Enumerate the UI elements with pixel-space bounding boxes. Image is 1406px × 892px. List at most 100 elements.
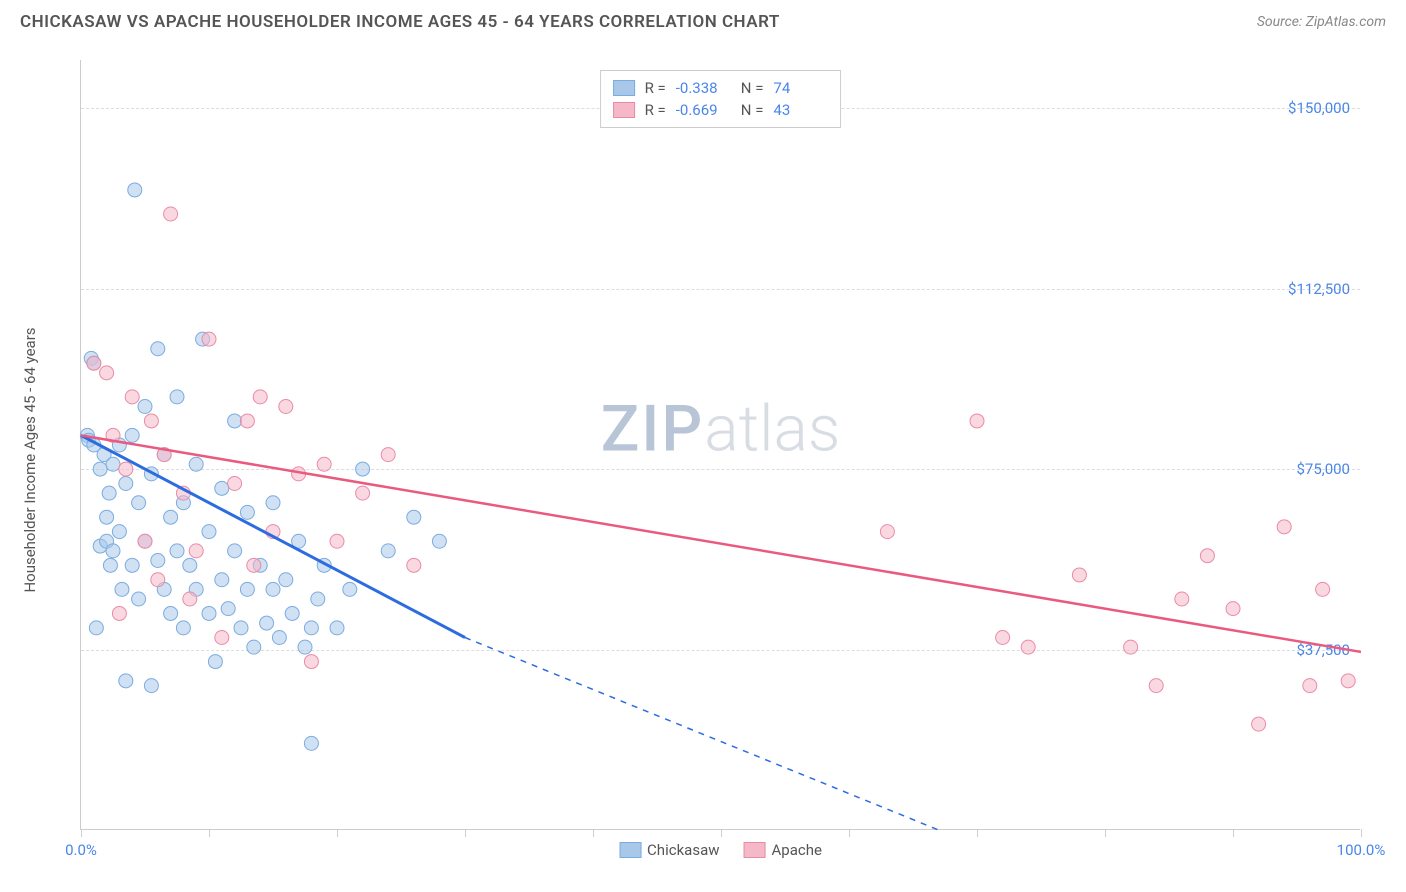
scatter-point xyxy=(407,558,421,572)
scatter-point xyxy=(330,534,344,548)
legend-swatch xyxy=(619,842,641,858)
scatter-point xyxy=(125,390,139,404)
stats-row: R = -0.669N = 43 xyxy=(613,99,829,121)
scatter-point xyxy=(356,462,370,476)
legend-item: Chickasaw xyxy=(619,841,719,859)
stat-n-value: 43 xyxy=(773,101,828,119)
scatter-point xyxy=(272,631,286,645)
scatter-point xyxy=(128,183,142,197)
scatter-point xyxy=(221,602,235,616)
scatter-point xyxy=(100,510,114,524)
x-tick-label: 100.0% xyxy=(1337,841,1386,859)
scatter-point xyxy=(144,414,158,428)
scatter-point xyxy=(170,390,184,404)
scatter-point xyxy=(880,525,894,539)
source-label: Source: ZipAtlas.com xyxy=(1257,14,1386,30)
x-tick xyxy=(81,829,82,837)
scatter-point xyxy=(381,448,395,462)
scatter-point xyxy=(138,534,152,548)
x-tick xyxy=(593,829,594,837)
scatter-point xyxy=(202,525,216,539)
scatter-point xyxy=(228,544,242,558)
scatter-point xyxy=(298,640,312,654)
scatter-point xyxy=(164,510,178,524)
chart-title: CHICKASAW VS APACHE HOUSEHOLDER INCOME A… xyxy=(20,12,780,32)
scatter-point xyxy=(228,477,242,491)
scatter-point xyxy=(144,679,158,693)
scatter-point xyxy=(343,582,357,596)
legend-swatch xyxy=(613,102,635,118)
scatter-point xyxy=(112,525,126,539)
scatter-point xyxy=(125,558,139,572)
legend-label: Chickasaw xyxy=(647,841,719,859)
scatter-point xyxy=(228,414,242,428)
scatter-point xyxy=(189,544,203,558)
scatter-point xyxy=(151,573,165,587)
scatter-point xyxy=(93,462,107,476)
scatter-point xyxy=(1316,582,1330,596)
scatter-point xyxy=(317,457,331,471)
scatter-point xyxy=(304,621,318,635)
scatter-point xyxy=(1252,717,1266,731)
scatter-point xyxy=(260,616,274,630)
scatter-point xyxy=(1175,592,1189,606)
scatter-point xyxy=(176,621,190,635)
x-tick xyxy=(209,829,210,837)
scatter-point xyxy=(202,332,216,346)
scatter-point xyxy=(279,573,293,587)
scatter-point xyxy=(1226,602,1240,616)
scatter-point xyxy=(1021,640,1035,654)
scatter-point xyxy=(119,477,133,491)
scatter-point xyxy=(1303,679,1317,693)
plot-area: ZIPatlas $37,500$75,000$112,500$150,000 … xyxy=(80,60,1360,830)
scatter-point xyxy=(138,400,152,414)
scatter-point xyxy=(996,631,1010,645)
scatter-point xyxy=(132,496,146,510)
scatter-point xyxy=(102,486,116,500)
scatter-point xyxy=(247,558,261,572)
stat-r-label: R = xyxy=(645,101,666,119)
scatter-point xyxy=(1341,674,1355,688)
stat-n-label: N = xyxy=(741,79,764,97)
stat-r-label: R = xyxy=(645,79,666,97)
scatter-point xyxy=(240,414,254,428)
scatter-point xyxy=(234,621,248,635)
y-axis-label: Householder Income Ages 45 - 64 years xyxy=(21,327,39,592)
stat-n-label: N = xyxy=(741,101,764,119)
scatter-point xyxy=(215,573,229,587)
scatter-point xyxy=(356,486,370,500)
x-tick xyxy=(721,829,722,837)
trend-line-dashed xyxy=(465,638,939,831)
scatter-point xyxy=(1149,679,1163,693)
x-tick xyxy=(1105,829,1106,837)
scatter-point xyxy=(432,534,446,548)
scatter-point xyxy=(119,674,133,688)
legend-swatch xyxy=(744,842,766,858)
scatter-point xyxy=(215,631,229,645)
scatter-point xyxy=(304,736,318,750)
scatter-point xyxy=(202,606,216,620)
scatter-plot-svg xyxy=(81,60,1360,829)
scatter-point xyxy=(103,558,117,572)
legend-swatch xyxy=(613,80,635,96)
stats-row: R = -0.338N = 74 xyxy=(613,77,829,99)
scatter-point xyxy=(304,655,318,669)
scatter-point xyxy=(125,428,139,442)
scatter-point xyxy=(253,390,267,404)
scatter-point xyxy=(208,655,222,669)
scatter-point xyxy=(132,592,146,606)
chart-container: Householder Income Ages 45 - 64 years ZI… xyxy=(50,50,1390,870)
scatter-point xyxy=(1277,520,1291,534)
scatter-point xyxy=(183,558,197,572)
scatter-point xyxy=(240,505,254,519)
scatter-point xyxy=(106,457,120,471)
scatter-point xyxy=(285,606,299,620)
scatter-point xyxy=(1072,568,1086,582)
scatter-point xyxy=(87,356,101,370)
scatter-point xyxy=(970,414,984,428)
scatter-point xyxy=(89,621,103,635)
scatter-point xyxy=(240,582,254,596)
scatter-point xyxy=(311,592,325,606)
stat-r-value: -0.338 xyxy=(676,79,731,97)
scatter-point xyxy=(151,554,165,568)
